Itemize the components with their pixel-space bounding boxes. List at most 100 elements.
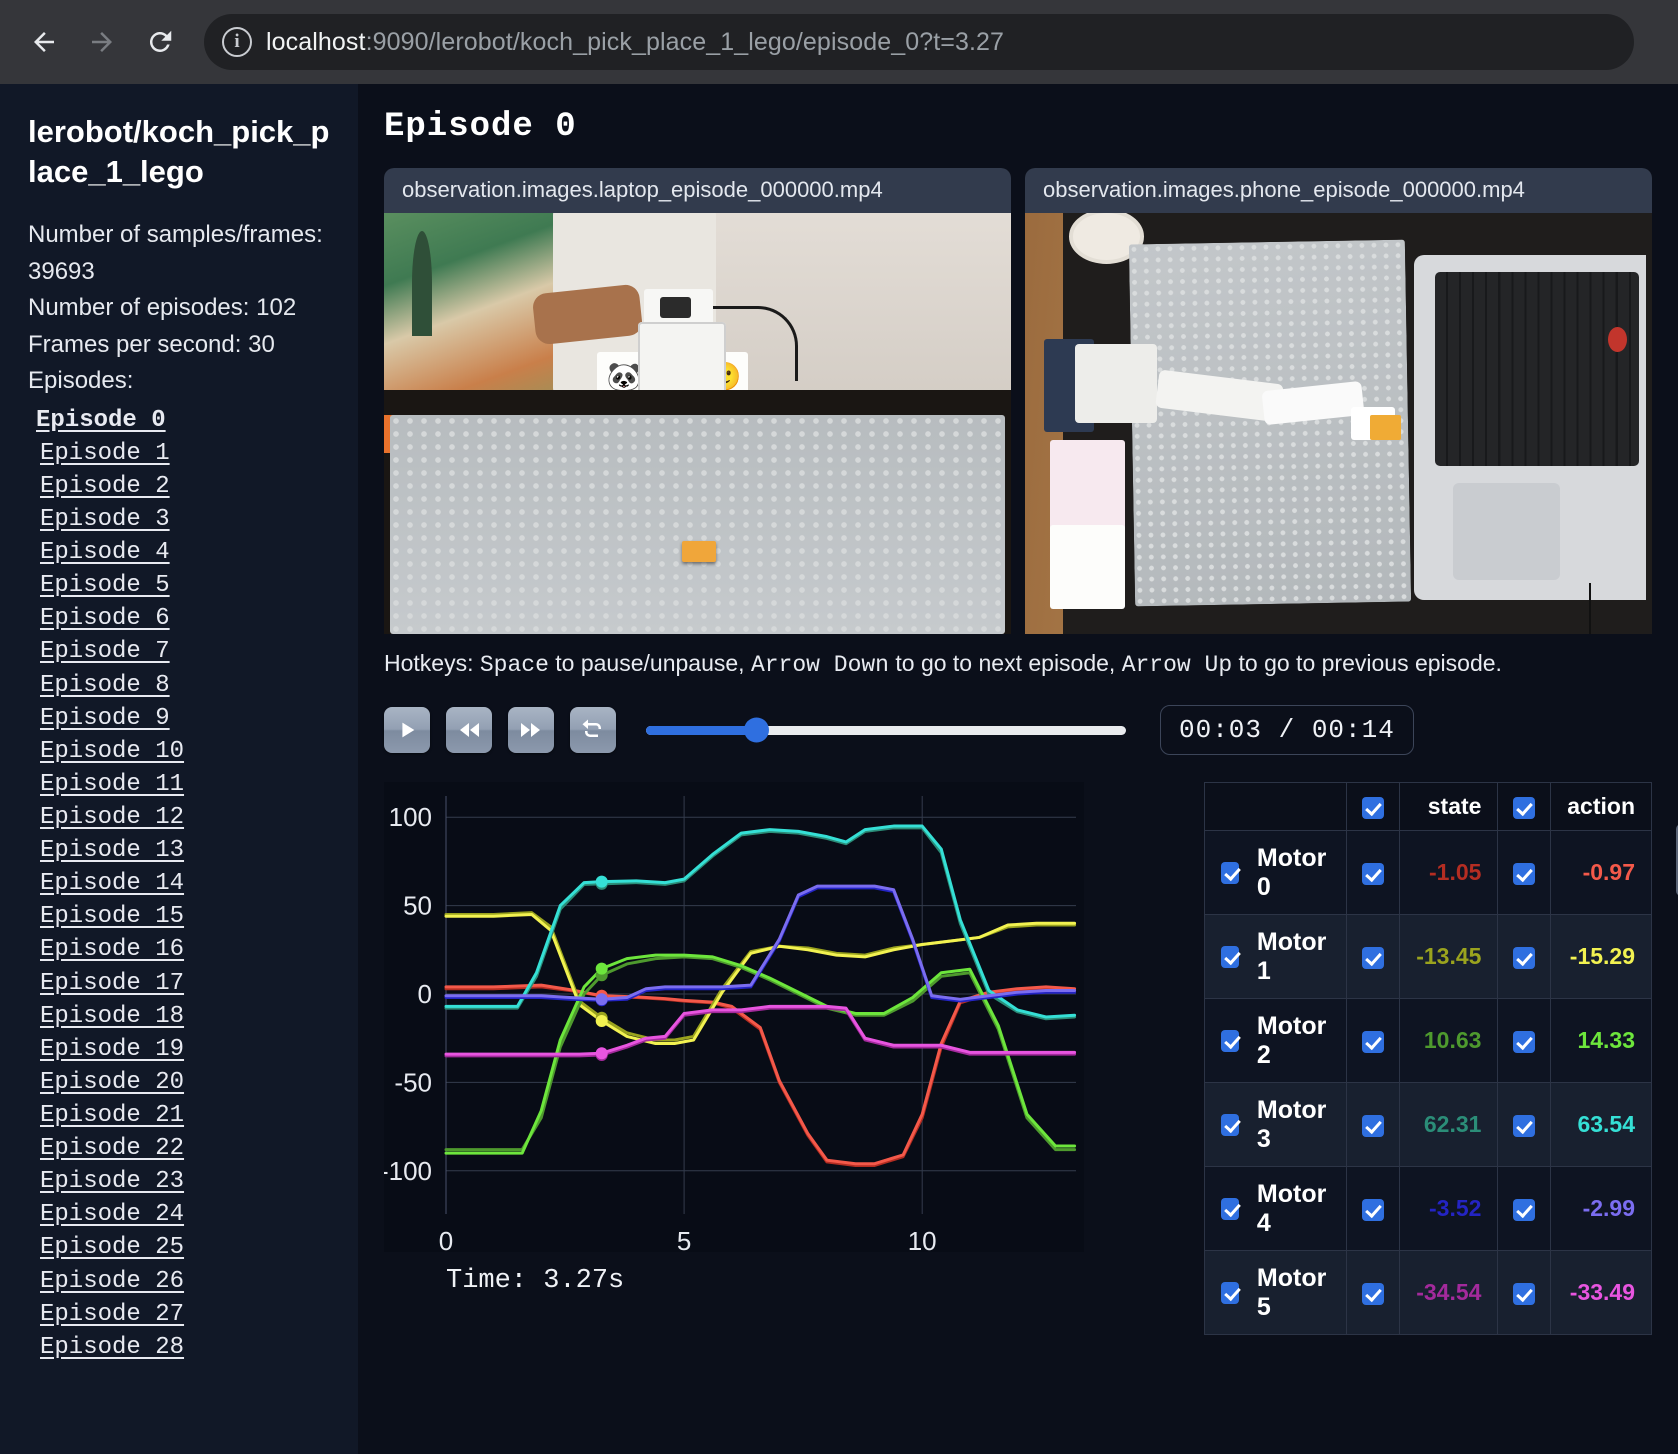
- sidebar: lerobot/koch_pick_place_1_lego Number of…: [0, 84, 358, 1454]
- action-checkbox-cell-1[interactable]: [1497, 914, 1552, 999]
- motor-label-5: Motor 5: [1256, 1263, 1327, 1321]
- episode-link-13[interactable]: Episode 13: [40, 837, 185, 865]
- episode-link-18[interactable]: Episode 18: [40, 1002, 185, 1030]
- reload-icon[interactable]: [134, 16, 186, 68]
- state-checkbox-5[interactable]: [1362, 1282, 1385, 1305]
- video-card-phone[interactable]: observation.images.phone_episode_000000.…: [1025, 168, 1652, 634]
- url-path: :9090/lerobot/koch_pick_place_1_lego/epi…: [365, 27, 1005, 56]
- action-checkbox-0[interactable]: [1513, 862, 1536, 885]
- toggle-all-action-checkbox[interactable]: [1513, 796, 1536, 819]
- motor-toggle-checkbox-1[interactable]: [1221, 945, 1239, 968]
- episode-link-12[interactable]: Episode 12: [40, 804, 185, 831]
- video-card-laptop[interactable]: observation.images.laptop_episode_000000…: [384, 168, 1011, 634]
- cursor-marker-motor-2-action: [595, 962, 608, 975]
- seek-bar[interactable]: [646, 707, 1126, 753]
- episode-link-21[interactable]: Episode 21: [40, 1101, 185, 1129]
- episode-link-5[interactable]: Episode 5: [40, 572, 170, 600]
- motor-toggle-checkbox-4[interactable]: [1221, 1197, 1239, 1220]
- action-checkbox-1[interactable]: [1513, 946, 1536, 969]
- page-title: Episode 0: [384, 108, 577, 146]
- episode-link-10[interactable]: Episode 10: [40, 737, 185, 765]
- episode-link-11[interactable]: Episode 11: [40, 770, 185, 798]
- episode-link-24[interactable]: Episode 24: [40, 1201, 185, 1229]
- video-frame-laptop[interactable]: 🐼 🙂: [384, 213, 1011, 634]
- action-value-4: -2.99: [1550, 1166, 1652, 1251]
- main-content: Episode 0 observation.images.laptop_epis…: [358, 84, 1678, 1454]
- video-caption-laptop: observation.images.laptop_episode_000000…: [384, 168, 1011, 213]
- action-checkbox-2[interactable]: [1513, 1030, 1536, 1053]
- header-state-checkbox-cell[interactable]: [1346, 782, 1401, 831]
- sidebar-resize-handle[interactable]: [1676, 824, 1678, 896]
- url-text: localhost:9090/lerobot/koch_pick_place_1…: [266, 28, 1004, 57]
- episode-link-26[interactable]: Episode 26: [40, 1267, 185, 1295]
- state-checkbox-cell-5[interactable]: [1346, 1250, 1401, 1335]
- y-tick-100: 100: [389, 802, 432, 832]
- episode-link-14[interactable]: Episode 14: [40, 870, 185, 898]
- action-checkbox-4[interactable]: [1513, 1198, 1536, 1221]
- rewind-icon[interactable]: [446, 707, 492, 753]
- loop-icon[interactable]: [570, 707, 616, 753]
- episode-link-0[interactable]: Episode 0: [36, 406, 166, 434]
- state-value-1: -13.45: [1399, 914, 1499, 999]
- episode-link-2[interactable]: Episode 2: [40, 472, 170, 500]
- episode-link-4[interactable]: Episode 4: [40, 539, 170, 567]
- state-checkbox-3[interactable]: [1362, 1114, 1385, 1137]
- episode-link-22[interactable]: Episode 22: [40, 1135, 185, 1163]
- state-checkbox-2[interactable]: [1362, 1030, 1385, 1053]
- hotkey-arrow-up: Arrow Up: [1121, 652, 1233, 678]
- state-checkbox-cell-1[interactable]: [1346, 914, 1401, 999]
- action-checkbox-cell-4[interactable]: [1497, 1166, 1552, 1251]
- back-arrow-icon[interactable]: [18, 16, 70, 68]
- state-checkbox-1[interactable]: [1362, 946, 1385, 969]
- state-checkbox-cell-3[interactable]: [1346, 1082, 1401, 1167]
- episode-link-16[interactable]: Episode 16: [40, 936, 185, 964]
- header-action-checkbox-cell[interactable]: [1497, 782, 1552, 831]
- seek-thumb[interactable]: [744, 717, 770, 743]
- seek-track[interactable]: [646, 717, 1126, 743]
- episode-link-9[interactable]: Episode 9: [40, 704, 170, 732]
- action-checkbox-5[interactable]: [1513, 1282, 1536, 1305]
- state-checkbox-0[interactable]: [1362, 862, 1385, 885]
- action-checkbox-cell-0[interactable]: [1497, 830, 1552, 915]
- episode-link-28[interactable]: Episode 28: [40, 1333, 185, 1361]
- motor-name-cell-2: Motor 2: [1203, 998, 1348, 1083]
- episode-link-8[interactable]: Episode 8: [40, 671, 170, 699]
- episode-link-19[interactable]: Episode 19: [40, 1035, 185, 1063]
- state-checkbox-cell-0[interactable]: [1346, 830, 1401, 915]
- forward-arrow-icon[interactable]: [76, 16, 128, 68]
- hotkeys-text-1: to pause/unpause,: [548, 650, 751, 676]
- episode-link-27[interactable]: Episode 27: [40, 1300, 185, 1328]
- site-info-icon[interactable]: i: [222, 27, 252, 57]
- motor-toggle-checkbox-3[interactable]: [1221, 1113, 1239, 1136]
- episode-link-20[interactable]: Episode 20: [40, 1068, 185, 1096]
- motor-toggle-checkbox-0[interactable]: [1221, 861, 1239, 884]
- toggle-all-state-checkbox[interactable]: [1362, 796, 1385, 819]
- motor-toggle-checkbox-5[interactable]: [1221, 1281, 1239, 1304]
- hotkeys-prefix: Hotkeys:: [384, 650, 480, 676]
- state-checkbox-cell-2[interactable]: [1346, 998, 1401, 1083]
- action-checkbox-cell-5[interactable]: [1497, 1250, 1552, 1335]
- episode-link-6[interactable]: Episode 6: [40, 605, 170, 633]
- motor-toggle-checkbox-2[interactable]: [1221, 1029, 1239, 1052]
- action-checkbox-cell-2[interactable]: [1497, 998, 1552, 1083]
- action-checkbox-3[interactable]: [1513, 1114, 1536, 1137]
- episode-link-3[interactable]: Episode 3: [40, 506, 170, 534]
- episode-link-17[interactable]: Episode 17: [40, 969, 185, 997]
- url-bar[interactable]: i localhost:9090/lerobot/koch_pick_place…: [204, 14, 1634, 70]
- video-frame-phone[interactable]: [1025, 213, 1652, 634]
- play-icon[interactable]: [384, 707, 430, 753]
- timeseries-chart[interactable]: -100 -50 0 50 100 0 5 10 Time: 3.27s: [384, 782, 1194, 1342]
- state-checkbox-4[interactable]: [1362, 1198, 1385, 1221]
- motor-name-cell-1: Motor 1: [1203, 914, 1348, 999]
- fast-forward-icon[interactable]: [508, 707, 554, 753]
- table-header-row: state action: [1203, 782, 1652, 831]
- episode-link-1[interactable]: Episode 1: [40, 439, 170, 467]
- episode-link-25[interactable]: Episode 25: [40, 1234, 185, 1262]
- hotkeys-hint: Hotkeys: Space to pause/unpause, Arrow D…: [384, 650, 1652, 678]
- episode-link-7[interactable]: Episode 7: [40, 638, 170, 666]
- episode-link-15[interactable]: Episode 15: [40, 903, 185, 931]
- episode-link-23[interactable]: Episode 23: [40, 1168, 185, 1196]
- video-grid: observation.images.laptop_episode_000000…: [384, 168, 1652, 634]
- state-checkbox-cell-4[interactable]: [1346, 1166, 1401, 1251]
- action-checkbox-cell-3[interactable]: [1497, 1082, 1552, 1167]
